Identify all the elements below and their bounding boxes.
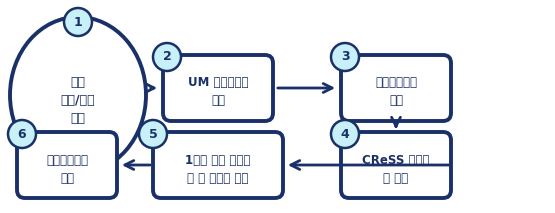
FancyBboxPatch shape (163, 55, 273, 121)
Text: 2: 2 (163, 50, 171, 63)
Circle shape (139, 120, 167, 148)
Text: 4: 4 (341, 128, 350, 141)
Text: 관심
지역/시간
결정: 관심 지역/시간 결정 (60, 76, 95, 125)
Ellipse shape (10, 17, 146, 173)
Text: UM 예측사운딩
추출: UM 예측사운딩 추출 (188, 76, 248, 108)
FancyBboxPatch shape (153, 132, 283, 198)
FancyBboxPatch shape (17, 132, 117, 198)
Circle shape (153, 43, 181, 71)
FancyBboxPatch shape (341, 55, 451, 121)
Circle shape (64, 8, 92, 36)
Circle shape (8, 120, 36, 148)
Text: 확률밀도함수
계산: 확률밀도함수 계산 (46, 154, 88, 184)
FancyBboxPatch shape (341, 132, 451, 198)
Text: 모델파라미터
셋팅: 모델파라미터 셋팅 (375, 76, 417, 108)
Text: 1: 1 (74, 16, 82, 29)
Text: 5: 5 (149, 128, 158, 141)
Text: CReSS 앙상블
런 수행: CReSS 앙상블 런 수행 (362, 154, 430, 184)
Text: 1시간 누적 강수분
포 및 최대값 산출: 1시간 누적 강수분 포 및 최대값 산출 (185, 154, 251, 184)
Circle shape (331, 120, 359, 148)
Text: 3: 3 (341, 50, 349, 63)
Text: 6: 6 (18, 128, 26, 141)
Circle shape (331, 43, 359, 71)
